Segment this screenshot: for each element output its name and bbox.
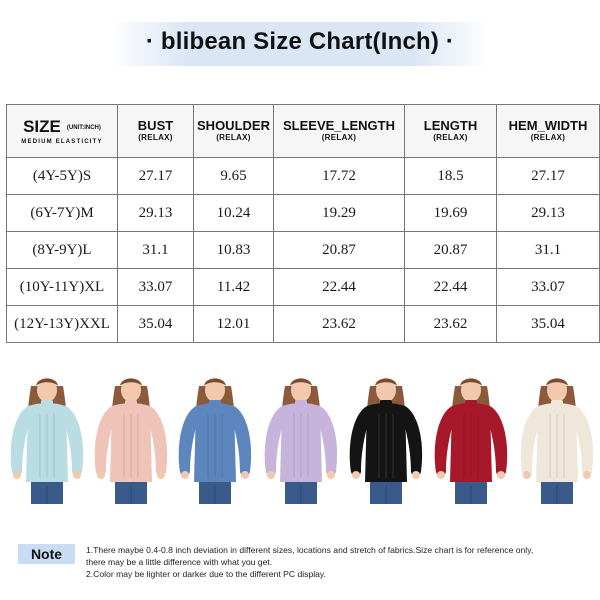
hem-width-cell: 31.1 [496, 231, 600, 269]
column-header-label: BUST [137, 118, 174, 133]
shoulder-cell: 11.42 [193, 268, 274, 306]
model-photo-light-blue [4, 374, 90, 504]
shoulder-cell: 12.01 [193, 305, 274, 343]
column-header-label: SHOULDER [197, 118, 270, 133]
table-row: (4Y-5Y)S 27.17 9.65 17.72 18.5 27.17 [6, 157, 600, 195]
column-header-shoulder: SHOULDER (RELAX) [193, 104, 274, 158]
model-photo-red [428, 374, 514, 504]
column-header-sub: (RELAX) [433, 133, 468, 142]
model-photo-black [343, 374, 429, 504]
size-header-elasticity: MEDIUM ELASTICITY [21, 139, 103, 145]
hem-width-cell: 35.04 [496, 305, 600, 343]
length-cell: 18.5 [404, 157, 497, 195]
note-label: Note [18, 544, 75, 564]
length-cell: 23.62 [404, 305, 497, 343]
sleeve-length-cell: 19.29 [273, 194, 405, 232]
column-header-hem-width: HEM_WIDTH (RELAX) [496, 104, 600, 158]
size-cell: (6Y-7Y)M [6, 194, 118, 232]
sleeve-length-cell: 23.62 [273, 305, 405, 343]
size-cell: (12Y-13Y)XXL [6, 305, 118, 343]
column-header-length: LENGTH (RELAX) [404, 104, 497, 158]
column-header-sub: (RELAX) [216, 133, 251, 142]
note-line: 2.Color may be lighter or darker due to … [86, 569, 326, 579]
bust-cell: 35.04 [117, 305, 194, 343]
column-header-label: HEM_WIDTH [508, 118, 588, 133]
bust-cell: 33.07 [117, 268, 194, 306]
note-line: 1.There maybe 0.4-0.8 inch deviation in … [86, 545, 534, 555]
size-chart-table: SIZE (UNIT:INCH) MEDIUM ELASTICITY BUST (… [6, 104, 600, 343]
hem-width-cell: 29.13 [496, 194, 600, 232]
column-header-sub: (RELAX) [530, 133, 566, 142]
hem-width-cell: 27.17 [496, 157, 600, 195]
column-header-sub: (RELAX) [321, 133, 357, 142]
column-header-sub: (RELAX) [138, 133, 173, 142]
length-cell: 22.44 [404, 268, 497, 306]
note-text: 1.There maybe 0.4-0.8 inch deviation in … [86, 544, 596, 580]
model-photo-blue [172, 374, 258, 504]
column-header-label: SLEEVE_LENGTH [283, 118, 395, 133]
bust-cell: 27.17 [117, 157, 194, 195]
size-column-header: SIZE (UNIT:INCH) MEDIUM ELASTICITY [6, 104, 118, 158]
table-row: (6Y-7Y)M 29.13 10.24 19.29 19.69 29.13 [6, 194, 600, 232]
hem-width-cell: 33.07 [496, 268, 600, 306]
table-row: (12Y-13Y)XXL 35.04 12.01 23.62 23.62 35.… [6, 305, 600, 343]
size-header-unit: (UNIT:INCH) [66, 124, 101, 131]
size-header-label: SIZE [23, 117, 61, 136]
table-header-row: SIZE (UNIT:INCH) MEDIUM ELASTICITY BUST (… [6, 104, 600, 158]
shoulder-cell: 10.24 [193, 194, 274, 232]
size-cell: (8Y-9Y)L [6, 231, 118, 269]
shoulder-cell: 9.65 [193, 157, 274, 195]
bust-cell: 31.1 [117, 231, 194, 269]
model-photo-pink [88, 374, 174, 504]
sleeve-length-cell: 22.44 [273, 268, 405, 306]
table-row: (8Y-9Y)L 31.1 10.83 20.87 20.87 31.1 [6, 231, 600, 269]
sleeve-length-cell: 17.72 [273, 157, 405, 195]
title-highlight [110, 22, 490, 66]
shoulder-cell: 10.83 [193, 231, 274, 269]
model-photo-lavender [258, 374, 344, 504]
size-cell: (10Y-11Y)XL [6, 268, 118, 306]
model-photo-cream [514, 374, 600, 504]
column-header-bust: BUST (RELAX) [117, 104, 194, 158]
model-photo-strip [0, 374, 600, 504]
column-header-sleeve-length: SLEEVE_LENGTH (RELAX) [273, 104, 405, 158]
table-row: (10Y-11Y)XL 33.07 11.42 22.44 22.44 33.0… [6, 268, 600, 306]
bust-cell: 29.13 [117, 194, 194, 232]
page-title: · blibean Size Chart(Inch) · [145, 28, 455, 55]
length-cell: 19.69 [404, 194, 497, 232]
sleeve-length-cell: 20.87 [273, 231, 405, 269]
column-header-label: LENGTH [423, 118, 478, 133]
size-cell: (4Y-5Y)S [6, 157, 118, 195]
length-cell: 20.87 [404, 231, 497, 269]
note-line: there may be a little difference with wh… [86, 557, 273, 567]
